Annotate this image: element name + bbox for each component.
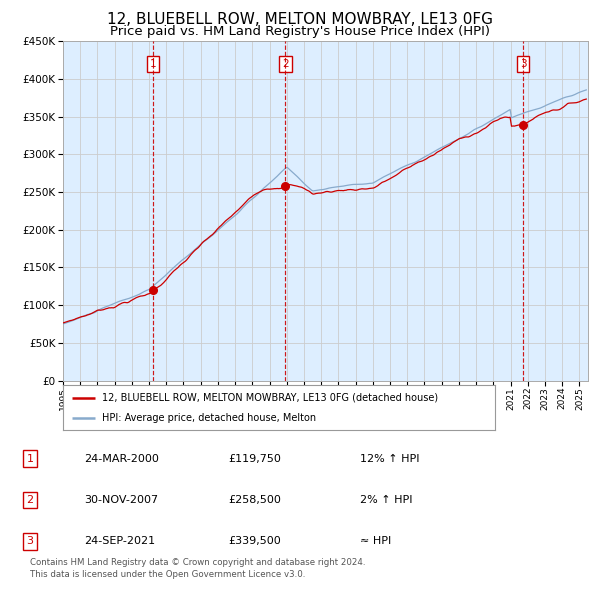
Text: 1: 1: [150, 59, 157, 69]
Text: HPI: Average price, detached house, Melton: HPI: Average price, detached house, Melt…: [102, 414, 316, 424]
Text: £258,500: £258,500: [228, 495, 281, 505]
Text: 2: 2: [282, 59, 289, 69]
Text: 2% ↑ HPI: 2% ↑ HPI: [360, 495, 413, 505]
Text: 12, BLUEBELL ROW, MELTON MOWBRAY, LE13 0FG: 12, BLUEBELL ROW, MELTON MOWBRAY, LE13 0…: [107, 12, 493, 27]
Text: Contains HM Land Registry data © Crown copyright and database right 2024.
This d: Contains HM Land Registry data © Crown c…: [30, 558, 365, 579]
Text: 30-NOV-2007: 30-NOV-2007: [84, 495, 158, 505]
Text: 3: 3: [26, 536, 34, 546]
Text: 1: 1: [26, 454, 34, 464]
Text: 12% ↑ HPI: 12% ↑ HPI: [360, 454, 419, 464]
Text: 3: 3: [520, 59, 526, 69]
Text: 24-SEP-2021: 24-SEP-2021: [84, 536, 155, 546]
Text: £339,500: £339,500: [228, 536, 281, 546]
Text: 2: 2: [26, 495, 34, 505]
Text: 24-MAR-2000: 24-MAR-2000: [84, 454, 159, 464]
Text: ≈ HPI: ≈ HPI: [360, 536, 391, 546]
Text: £119,750: £119,750: [228, 454, 281, 464]
Text: 12, BLUEBELL ROW, MELTON MOWBRAY, LE13 0FG (detached house): 12, BLUEBELL ROW, MELTON MOWBRAY, LE13 0…: [102, 393, 438, 402]
Text: Price paid vs. HM Land Registry's House Price Index (HPI): Price paid vs. HM Land Registry's House …: [110, 25, 490, 38]
